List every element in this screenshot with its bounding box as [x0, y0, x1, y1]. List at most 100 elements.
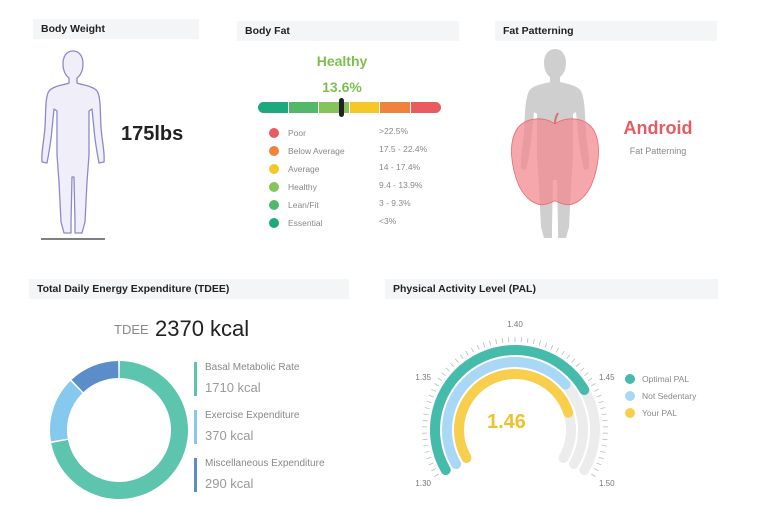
gauge-tick [526, 337, 529, 343]
gauge-tick [454, 358, 459, 363]
donut-slice [50, 381, 83, 442]
tdee-item-value: 1710 kcal [205, 380, 261, 395]
gauge-tick [488, 340, 492, 346]
gauge-tick [426, 456, 432, 460]
scale-segment-lean [289, 102, 318, 113]
tdee-item-label: Miscellaneous Expenditure [205, 458, 325, 469]
gauge-tick [584, 372, 589, 377]
gauge-arc-your [454, 369, 574, 463]
pal-value: 1.46 [487, 411, 526, 433]
tdee-item-value: 370 kcal [205, 428, 254, 443]
legend-range: 3 - 9.3% [379, 198, 411, 208]
gauge-tick [598, 456, 604, 460]
gauge-tick [561, 350, 565, 356]
tdee-card: Total Daily Energy Expenditure (TDEE) TD… [29, 279, 349, 503]
gauge-tick [587, 377, 593, 382]
legend-label: Lean/Fit [288, 200, 319, 210]
legend-range: 9.4 - 13.9% [379, 180, 423, 190]
legend-label: Below Average [288, 146, 345, 156]
gauge-tick [550, 344, 554, 350]
gauge-tick [460, 354, 464, 360]
gauge-tick [437, 377, 443, 382]
legend-dot [269, 182, 279, 192]
tdee-value: 2370 kcal [155, 316, 250, 341]
gauge-tick [593, 468, 599, 472]
gauge-tick-label: 1.35 [415, 373, 431, 382]
gauge-tick [476, 344, 480, 350]
fat-patterning-type: Android [623, 118, 693, 138]
gauge-tick [601, 444, 607, 447]
apple-body-icon [511, 49, 599, 238]
gauge-tick [482, 342, 486, 348]
pal-legend-label: Your PAL [642, 408, 677, 418]
legend-range: 17.5 - 22.4% [379, 144, 428, 154]
fat-patterning-card: Fat Patterning Android Fat Patterning [495, 21, 717, 249]
gauge-tick [602, 419, 608, 422]
body-weight-card: Body Weight 175lbs [33, 19, 199, 247]
legend-range: <3% [379, 216, 397, 226]
tdee-item-bar [194, 410, 197, 444]
pal-title: Physical Activity Level (PAL) [385, 279, 718, 299]
gauge-tick [501, 337, 504, 343]
gauge-tick [602, 438, 608, 441]
gauge-tick [555, 347, 560, 353]
scale-segment-poor [411, 102, 441, 113]
scale-segment-healthy [319, 102, 349, 113]
gauge-tick [423, 413, 429, 416]
fat-patterning-title: Fat Patterning [495, 21, 717, 41]
scale-segment-average [350, 102, 379, 113]
gauge-tick [538, 340, 542, 346]
body-fat-percent: 13.6% [322, 79, 362, 95]
scale-segment-essential [258, 102, 288, 113]
gauge-tick [598, 400, 604, 404]
body-fat-status: Healthy [316, 53, 368, 69]
gauge-tick [532, 338, 535, 345]
legend-dot [269, 128, 279, 138]
gauge-tick [431, 388, 437, 392]
legend-label: Poor [288, 128, 306, 138]
gauge-tick [422, 438, 428, 441]
gauge-tick [601, 413, 607, 416]
gauge-tick [600, 450, 606, 453]
gauge-tick-label: 1.45 [599, 373, 615, 382]
body-fat-title: Body Fat [237, 21, 459, 41]
gauge-tick [441, 372, 446, 377]
scale-segment-below-average [380, 102, 410, 113]
gauge-tick [575, 362, 580, 367]
gauge-tick [593, 388, 599, 392]
gauge-tick [544, 342, 548, 348]
tdee-donut-chart [50, 361, 188, 499]
gauge-tick [596, 462, 602, 466]
pal-gauge: 1.30 1.35 1.40 1.45 1.50 [415, 320, 615, 488]
tdee-item-label: Basal Metabolic Rate [205, 362, 300, 373]
gauge-tick [424, 450, 430, 453]
tdee-title: Total Daily Energy Expenditure (TDEE) [29, 279, 349, 299]
gauge-tick [596, 394, 602, 398]
tdee-item-bar [194, 362, 197, 396]
gauge-tick [428, 394, 434, 398]
body-weight-title: Body Weight [33, 19, 199, 39]
legend-dot [269, 146, 279, 156]
gauge-tick [600, 407, 606, 410]
gauge-tick [580, 367, 585, 372]
gauge-arc-not-sedentary [442, 357, 571, 469]
body-fat-card: Body Fat Healthy 13.6% Poor >22.5% Below A… [237, 21, 459, 249]
pal-legend-label: Not Sedentary [642, 391, 697, 401]
legend-range: 14 - 17.4% [379, 162, 421, 172]
legend-dot [269, 200, 279, 210]
pal-legend-dot [625, 408, 635, 418]
legend-label: Average [288, 164, 320, 174]
body-outline-icon [41, 50, 105, 240]
gauge-tick [470, 347, 475, 353]
donut-slice [51, 361, 188, 499]
tdee-item-bar [194, 458, 197, 492]
pal-legend-dot [625, 374, 635, 384]
tdee-label: TDEE [114, 322, 149, 337]
legend-label: Essential [288, 218, 323, 228]
fat-patterning-subtitle: Fat Patterning [629, 146, 687, 156]
gauge-tick [423, 444, 429, 447]
pal-legend-dot [625, 391, 635, 401]
body-fat-scale-bar [258, 98, 441, 117]
legend-dot [269, 164, 279, 174]
gauge-tick [591, 473, 596, 477]
